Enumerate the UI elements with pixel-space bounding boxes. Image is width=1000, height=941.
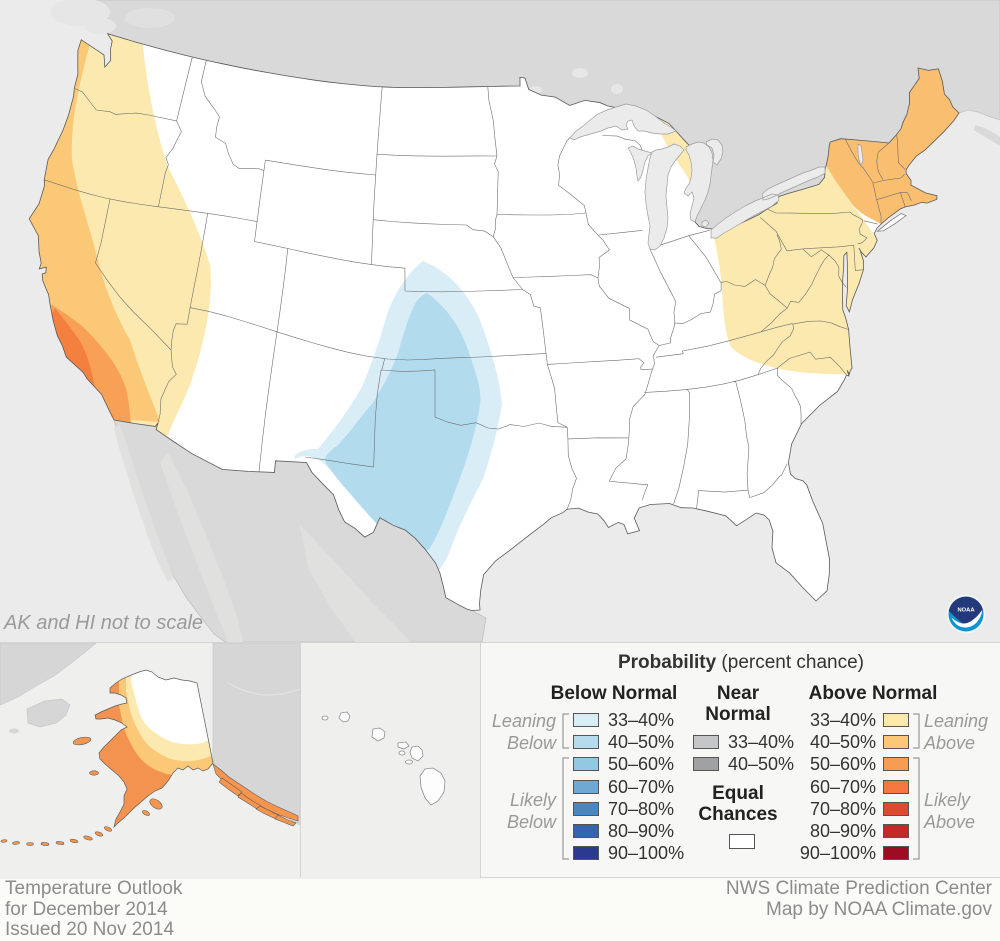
svg-text:NOAA: NOAA bbox=[957, 608, 975, 614]
